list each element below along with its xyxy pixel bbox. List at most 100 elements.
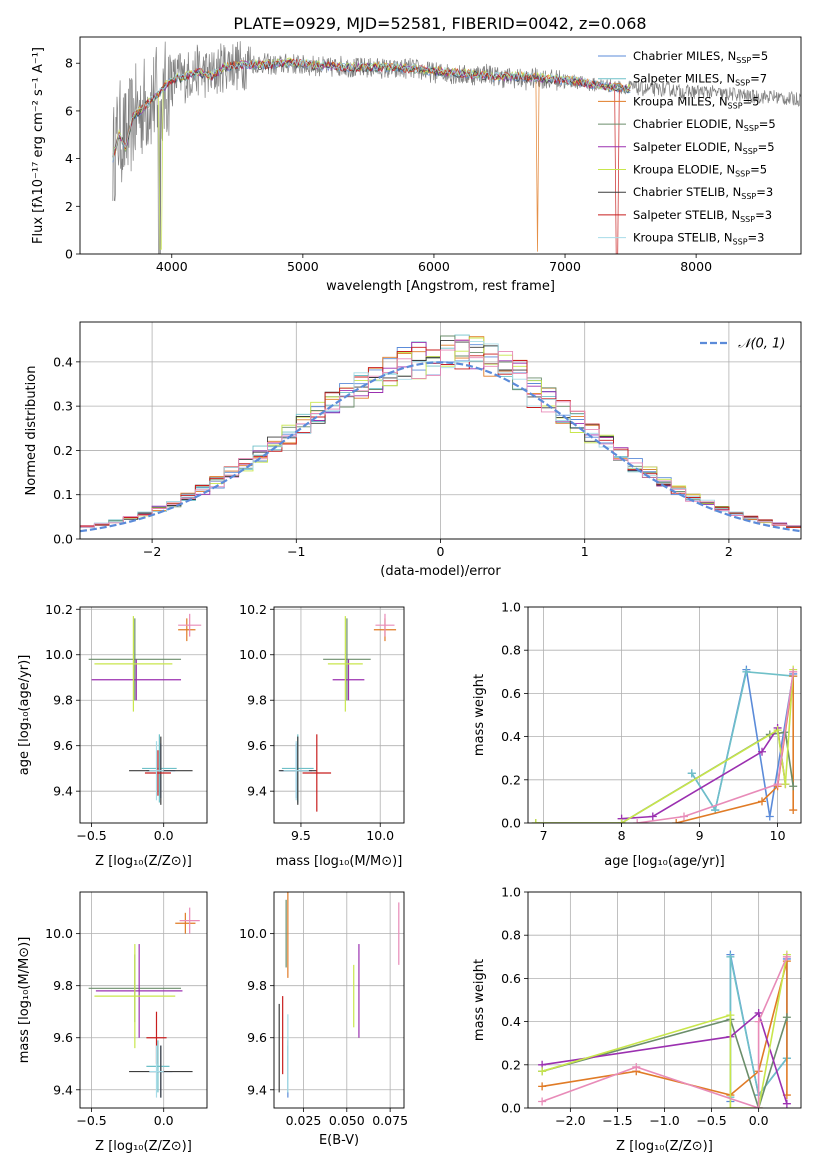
x-tick-label: 0.0 [154, 1113, 174, 1128]
y-tick-label: 0 [65, 247, 73, 262]
axes-frame [273, 891, 405, 1109]
x-tick-label: −2 [143, 544, 161, 559]
mass-weight-marker [789, 806, 798, 815]
y-axis-label: mass weight [472, 674, 487, 756]
mass-weight-marker [687, 769, 696, 778]
axes-frame [79, 36, 802, 255]
mass-weight-marker [538, 1097, 547, 1106]
mass-weight-marker [672, 819, 681, 823]
y-tick-label: 0.2 [501, 1057, 521, 1072]
plot-age-vs-Z: −0.5 0.0 9.4 9.6 9.8 10.0 10.2 Z [log₁₀(Z/Z⊙)] a… [17, 602, 208, 869]
x-tick-label: −1.0 [649, 1113, 679, 1128]
y-tick-label: 10.0 [239, 647, 267, 662]
mass-weight-marker [538, 1082, 547, 1091]
x-tick-label: 0.0 [154, 828, 174, 843]
x-tick-label: −2.0 [555, 1113, 585, 1128]
y-tick-label: 9.6 [247, 1030, 267, 1045]
x-tick-label: 2 [725, 544, 733, 559]
x-tick-label: 7 [540, 828, 548, 843]
y-tick-label: 0.6 [501, 971, 521, 986]
x-axis-label: Z [log₁₀(Z/Z⊙)] [616, 1139, 713, 1154]
mass-weight-marker [617, 819, 626, 823]
mass-weight-line [691, 670, 794, 813]
y-tick-label: 10.0 [239, 926, 267, 941]
y-tick-label: 0.3 [53, 399, 73, 414]
mass-weight-marker [726, 1104, 735, 1108]
mass-weight-marker [773, 726, 782, 735]
mass-weight-marker [633, 819, 642, 823]
y-tick-label: 9.6 [247, 738, 267, 753]
mass-weight-marker [632, 1062, 641, 1071]
y-tick-label: 9.8 [53, 693, 73, 708]
mass-weight-marker [754, 1104, 763, 1108]
y-tick-label: 0.0 [501, 1101, 521, 1116]
mass-weight-marker [789, 667, 798, 676]
y-axis-label: age [log₁₀(age/yr)] [17, 655, 32, 776]
y-tick-label: 9.6 [53, 1030, 73, 1045]
y-tick-label: 10.0 [45, 926, 73, 941]
y-tick-label: 9.8 [247, 693, 267, 708]
y-axis-label: mass [log₁₀(M/M⊙)] [17, 937, 32, 1064]
mass-weight-marker [782, 952, 791, 961]
y-tick-label: 0.4 [501, 729, 521, 744]
y-tick-label: 6 [65, 103, 73, 118]
plot-area [278, 892, 400, 1098]
y-tick-label: 10.0 [45, 647, 73, 662]
x-axis-label: E(B-V) [319, 1133, 359, 1148]
plot-area [278, 613, 397, 812]
x-tick-label: 0.025 [286, 1113, 322, 1128]
legend-entry: Salpeter STELIB, NSSP=3 [633, 208, 772, 224]
y-axis-label: mass weight [472, 959, 487, 1041]
mass-weight-marker [789, 782, 798, 791]
x-tick-label: −0.5 [76, 1113, 106, 1128]
mass-weight-marker [531, 819, 540, 823]
mass-weight-marker [782, 1013, 791, 1022]
y-tick-label: 10.2 [239, 602, 267, 617]
mass-weight-marker [765, 812, 774, 821]
x-tick-label: 10.0 [366, 828, 394, 843]
axes-frame [79, 891, 208, 1109]
model-spectrum-line [112, 58, 631, 254]
plot-area [112, 41, 801, 254]
plot-mass-vs-EBV: 0.025 0.050 0.075 9.4 9.6 9.8 10.0 E(B-V) [239, 891, 408, 1148]
mass-weight-marker [754, 1017, 763, 1026]
mass-weight-line [541, 954, 788, 1108]
plots-group: 4000 5000 6000 7000 8000 0 2 4 6 8 wavelength [Ang… [17, 36, 802, 1154]
axes-frame [79, 606, 208, 824]
spectrum-legend: Chabrier MILES, NSSP=5 Salpeter MILES, NS… [598, 49, 776, 247]
mass-weight-marker [758, 747, 766, 756]
x-axis-label: wavelength [Angstrom, rest frame] [326, 279, 555, 294]
x-tick-label: 8000 [680, 259, 712, 274]
x-axis-label: mass [log₁₀(M/M⊙)] [276, 854, 403, 869]
mass-weight-marker [742, 667, 751, 676]
plot-area [531, 665, 798, 823]
x-tick-label: 0.050 [329, 1113, 365, 1128]
normal-distribution-curve [80, 361, 801, 533]
mass-weight-line [637, 671, 794, 823]
y-tick-label: 0.4 [501, 1014, 521, 1029]
y-tick-label: 0.2 [501, 772, 521, 787]
model-spectrum-line [112, 57, 631, 160]
mass-weight-marker [538, 1067, 547, 1076]
y-tick-label: 0.6 [501, 686, 521, 701]
mass-weight-marker [726, 1011, 735, 1020]
y-axis-label: Normed distribution [24, 366, 39, 496]
x-tick-label: 10 [770, 828, 786, 843]
x-tick-label: −0.5 [696, 1113, 726, 1128]
mass-weight-line [676, 675, 795, 823]
plot-mass-weight-vs-Z: −2.0 −1.5 −1.0 −0.5 0.0 0.0 0.2 0.4 0.6 0.8 1.0 Z [… [472, 885, 802, 1154]
x-tick-label: 7000 [549, 259, 581, 274]
legend-entry: Kroupa STELIB, NSSP=3 [633, 231, 764, 247]
legend-entry: Chabrier MILES, NSSP=5 [633, 49, 768, 65]
legend-entry: Chabrier STELIB, NSSP=3 [633, 185, 773, 201]
y-tick-label: 0.4 [53, 354, 73, 369]
y-tick-label: 1.0 [501, 885, 521, 900]
mass-weight-marker [680, 812, 688, 821]
y-tick-label: 10.2 [45, 602, 73, 617]
axes-frame [273, 606, 405, 824]
x-tick-label: 0.075 [372, 1113, 408, 1128]
plot-mass-vs-Z: −0.5 0.0 9.4 9.6 9.8 10.0 Z [log₁₀(Z/Z⊙)] mass … [17, 891, 208, 1154]
mass-weight-line [535, 669, 794, 823]
legend-entry: Salpeter ELODIE, NSSP=5 [633, 140, 775, 156]
